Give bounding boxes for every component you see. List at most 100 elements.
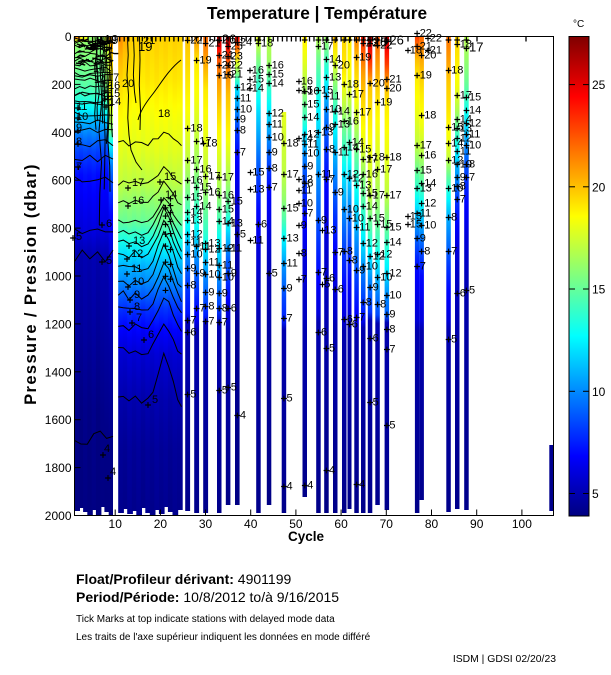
svg-text:7: 7: [321, 267, 327, 279]
svg-text:13: 13: [329, 72, 341, 84]
svg-text:9: 9: [76, 122, 82, 134]
svg-text:7: 7: [359, 312, 365, 324]
svg-text:14: 14: [469, 105, 481, 117]
svg-text:1200: 1200: [45, 317, 72, 331]
svg-text:20: 20: [389, 83, 401, 95]
svg-text:16: 16: [272, 60, 284, 72]
svg-text:5: 5: [76, 231, 82, 243]
svg-text:22: 22: [380, 40, 392, 52]
svg-text:Period/Période: 10/8/2012 to: Period/Période: 10/8/2012 to/à 9/16/2015: [76, 589, 339, 605]
svg-text:17: 17: [132, 177, 144, 189]
svg-text:15: 15: [287, 203, 299, 215]
svg-text:10: 10: [469, 140, 481, 152]
svg-text:15: 15: [469, 92, 481, 104]
svg-text:100: 100: [512, 517, 532, 531]
svg-text:1600: 1600: [45, 413, 72, 427]
svg-text:15: 15: [222, 204, 234, 216]
svg-text:21: 21: [389, 74, 401, 86]
svg-text:14: 14: [109, 96, 121, 108]
svg-text:11: 11: [76, 101, 87, 113]
svg-text:15: 15: [272, 69, 284, 81]
svg-text:8: 8: [380, 299, 386, 311]
svg-text:14: 14: [338, 106, 350, 118]
svg-text:6: 6: [347, 314, 353, 326]
svg-text:21: 21: [143, 35, 155, 47]
svg-text:5: 5: [240, 229, 246, 241]
svg-text:8: 8: [347, 246, 353, 258]
svg-text:9: 9: [307, 161, 313, 173]
svg-text:12: 12: [307, 129, 319, 141]
svg-text:30: 30: [199, 517, 213, 531]
svg-text:14: 14: [307, 112, 319, 124]
svg-text:20: 20: [122, 78, 134, 90]
svg-text:17: 17: [352, 89, 364, 101]
svg-text:17: 17: [208, 171, 220, 183]
svg-text:15: 15: [231, 196, 243, 208]
svg-text:15: 15: [389, 222, 401, 234]
svg-text:200: 200: [51, 78, 71, 92]
svg-text:5: 5: [190, 389, 196, 401]
svg-text:19: 19: [380, 97, 392, 109]
svg-text:14: 14: [424, 178, 436, 190]
svg-text:14: 14: [329, 54, 341, 66]
svg-text:15: 15: [307, 99, 319, 111]
svg-text:26: 26: [389, 33, 403, 48]
svg-text:16: 16: [301, 76, 313, 88]
svg-text:8: 8: [451, 212, 457, 224]
svg-text:7: 7: [240, 147, 246, 159]
svg-text:15: 15: [359, 144, 371, 156]
svg-text:12: 12: [389, 268, 401, 280]
svg-text:12: 12: [366, 238, 378, 250]
svg-text:14: 14: [190, 207, 202, 219]
svg-text:7: 7: [287, 313, 293, 325]
svg-text:5: 5: [106, 255, 112, 267]
svg-text:8: 8: [469, 159, 475, 171]
svg-text:5: 5: [592, 487, 599, 501]
svg-text:10: 10: [347, 204, 359, 216]
svg-text:11: 11: [222, 260, 233, 272]
svg-text:18: 18: [460, 39, 472, 51]
svg-text:12: 12: [240, 82, 252, 94]
svg-text:7: 7: [307, 208, 313, 220]
svg-text:1400: 1400: [45, 365, 72, 379]
svg-text:17: 17: [366, 154, 378, 166]
svg-text:10: 10: [380, 272, 392, 284]
svg-text:12: 12: [373, 251, 385, 263]
svg-text:16: 16: [424, 150, 436, 162]
svg-text:17: 17: [321, 41, 333, 53]
svg-text:10: 10: [132, 276, 144, 288]
svg-text:18: 18: [424, 110, 436, 122]
svg-text:18: 18: [451, 65, 463, 77]
svg-text:5: 5: [272, 268, 278, 280]
svg-text:7: 7: [208, 316, 214, 328]
svg-text:17: 17: [190, 155, 202, 167]
svg-text:10: 10: [389, 290, 401, 302]
svg-text:17: 17: [469, 40, 483, 55]
svg-text:Float/Profileur dérivant: 490: Float/Profileur dérivant: 4901199: [76, 571, 291, 587]
svg-text:90: 90: [470, 517, 484, 531]
svg-text:19: 19: [199, 55, 211, 67]
svg-text:6: 6: [231, 303, 237, 315]
svg-text:11: 11: [287, 258, 298, 270]
svg-text:7: 7: [272, 182, 278, 194]
svg-text:0: 0: [65, 30, 72, 44]
svg-text:800: 800: [51, 222, 71, 236]
svg-text:9: 9: [190, 263, 196, 275]
svg-text:5: 5: [373, 397, 379, 409]
svg-text:5: 5: [329, 343, 335, 355]
svg-text:10: 10: [424, 220, 436, 232]
svg-text:15: 15: [252, 167, 264, 179]
svg-text:15: 15: [592, 283, 606, 297]
svg-text:17: 17: [389, 190, 401, 202]
svg-text:15: 15: [301, 85, 313, 97]
svg-text:17: 17: [199, 136, 211, 148]
svg-text:13: 13: [190, 215, 202, 227]
svg-text:9: 9: [240, 114, 246, 126]
svg-text:18: 18: [410, 45, 422, 57]
svg-text:13: 13: [231, 218, 243, 230]
svg-text:60: 60: [334, 517, 348, 531]
svg-text:14: 14: [352, 137, 364, 149]
svg-text:18: 18: [158, 108, 170, 120]
svg-text:11: 11: [199, 241, 210, 253]
svg-text:7: 7: [222, 317, 228, 329]
